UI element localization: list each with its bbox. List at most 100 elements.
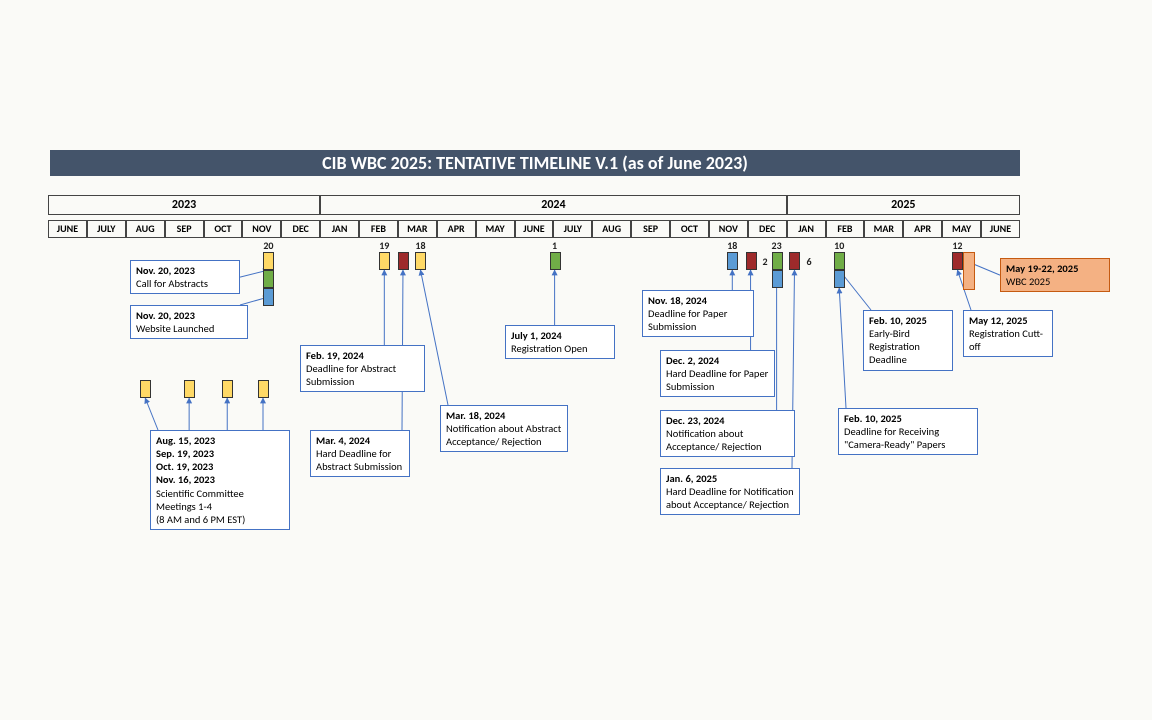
event-bar [963, 252, 975, 290]
callout-heading: Feb. 10, 2025 [844, 412, 972, 425]
month-cell: FEB [826, 220, 865, 238]
month-cell: MAY [476, 220, 515, 238]
month-cell: APR [903, 220, 942, 238]
callout: Nov. 20, 2023Website Launched [130, 305, 248, 339]
callout-heading: July 1, 2024 [511, 329, 609, 342]
day-label: 6 [806, 255, 811, 268]
callout-heading: Dec. 23, 2024 [666, 414, 789, 427]
timeline-marker [379, 252, 390, 270]
month-cell: OCT [670, 220, 709, 238]
timeline-marker [398, 252, 409, 270]
callout: Aug. 15, 2023Sep. 19, 2023Oct. 19, 2023N… [150, 430, 290, 530]
callout: May 12, 2025Registration Cutt-off [963, 310, 1053, 357]
month-cell: JAN [320, 220, 359, 238]
callout-text: WBC 2025 [1006, 275, 1104, 288]
month-cell: OCT [204, 220, 243, 238]
arrow-layer [0, 0, 1152, 720]
callout: Dec. 2, 2024Hard Deadline for Paper Subm… [660, 350, 775, 397]
timeline-marker [258, 380, 269, 398]
callout: Feb. 19, 2024Deadline for Abstract Submi… [300, 345, 425, 392]
day-label: 1 [552, 239, 557, 252]
timeline-marker [263, 270, 274, 288]
month-cell: JAN [787, 220, 826, 238]
callout-text: Scientific Committee Meetings 1-4(8 AM a… [156, 487, 284, 526]
callout-text: Website Launched [136, 322, 242, 335]
month-cell: NOV [242, 220, 281, 238]
day-label: 12 [952, 239, 962, 252]
month-cell: JULY [87, 220, 126, 238]
callout-text: Hard Deadline for Paper Submission [666, 367, 769, 393]
month-row: JUNEJULYAUGSEPOCTNOVDECJANFEBMARAPRMAYJU… [48, 220, 1020, 238]
year-cell: 2025 [787, 195, 1020, 215]
month-cell: SEP [631, 220, 670, 238]
callout-text: Hard Deadline for Abstract Submission [316, 447, 404, 473]
month-cell: JUNE [515, 220, 554, 238]
day-label: 2 [763, 255, 768, 268]
month-cell: JULY [553, 220, 592, 238]
callout-text: Early-Bird Registration Deadline [869, 327, 947, 366]
callout-heading: Feb. 19, 2024 [306, 349, 419, 362]
month-cell: MAR [864, 220, 903, 238]
callout-heading: Nov. 18, 2024 [648, 294, 748, 307]
month-cell: DEC [281, 220, 320, 238]
callout: Feb. 10, 2025Early-Bird Registration Dea… [863, 310, 953, 371]
timeline-marker [263, 288, 274, 306]
callout: Mar. 18, 2024Notification about Abstract… [440, 405, 568, 452]
month-cell: MAR [398, 220, 437, 238]
callout: Jan. 6, 2025Hard Deadline for Notificati… [660, 468, 800, 515]
timeline-marker [746, 252, 757, 270]
timeline-marker [834, 252, 845, 270]
callout: May 19-22, 2025WBC 2025 [1000, 258, 1110, 292]
callout: July 1, 2024Registration Open [505, 325, 615, 359]
callout-heading: Nov. 20, 2023 [136, 264, 234, 277]
month-cell: NOV [709, 220, 748, 238]
month-cell: APR [437, 220, 476, 238]
callout-text: Notification about Abstract Acceptance/ … [446, 422, 562, 448]
day-label: 18 [415, 239, 425, 252]
callout-heading: Mar. 18, 2024 [446, 409, 562, 422]
month-cell: MAY [942, 220, 981, 238]
callout-heading: Aug. 15, 2023Sep. 19, 2023Oct. 19, 2023N… [156, 434, 284, 487]
callout-text: Notification about Acceptance/ Rejection [666, 427, 789, 453]
callout-heading: Feb. 10, 2025 [869, 314, 947, 327]
callout-text: Call for Abstracts [136, 277, 234, 290]
callout-text: Deadline for Abstract Submission [306, 362, 419, 388]
title-bar: CIB WBC 2025: TENTATIVE TIMELINE V.1 (as… [50, 150, 1020, 176]
month-cell: FEB [359, 220, 398, 238]
timeline-marker [772, 252, 783, 270]
day-label: 23 [772, 239, 782, 252]
month-cell: AUG [592, 220, 631, 238]
year-row: 202320242025 [48, 195, 1020, 215]
month-cell: DEC [748, 220, 787, 238]
timeline-marker [415, 252, 426, 270]
month-cell: SEP [165, 220, 204, 238]
day-label: 19 [379, 239, 389, 252]
callout: Dec. 23, 2024Notification about Acceptan… [660, 410, 795, 457]
month-cell: JUNE [981, 220, 1020, 238]
day-label: 10 [834, 239, 844, 252]
callout-heading: May 19-22, 2025 [1006, 262, 1104, 275]
callout-heading: Mar. 4, 2024 [316, 434, 404, 447]
callout-heading: Dec. 2, 2024 [666, 354, 769, 367]
callout-text: Deadline for Receiving "Camera-Ready" Pa… [844, 425, 972, 451]
timeline-marker [140, 380, 151, 398]
month-cell: JUNE [48, 220, 87, 238]
callout: Nov. 20, 2023Call for Abstracts [130, 260, 240, 294]
callout-text: Registration Cutt-off [969, 327, 1047, 353]
year-cell: 2024 [320, 195, 787, 215]
callout-heading: Nov. 20, 2023 [136, 309, 242, 322]
callout: Feb. 10, 2025Deadline for Receiving "Cam… [838, 408, 978, 455]
year-cell: 2023 [48, 195, 320, 215]
day-label: 20 [263, 239, 273, 252]
month-cell: AUG [126, 220, 165, 238]
timeline-marker [727, 252, 738, 270]
timeline-marker [550, 252, 561, 270]
callout-text: Deadline for Paper Submission [648, 307, 748, 333]
callout-heading: Jan. 6, 2025 [666, 472, 794, 485]
timeline-marker [772, 270, 783, 288]
callout-text: Hard Deadline for Notification about Acc… [666, 485, 794, 511]
callout-heading: May 12, 2025 [969, 314, 1047, 327]
timeline-marker [222, 380, 233, 398]
timeline-marker [834, 270, 845, 288]
timeline-marker [263, 252, 274, 270]
